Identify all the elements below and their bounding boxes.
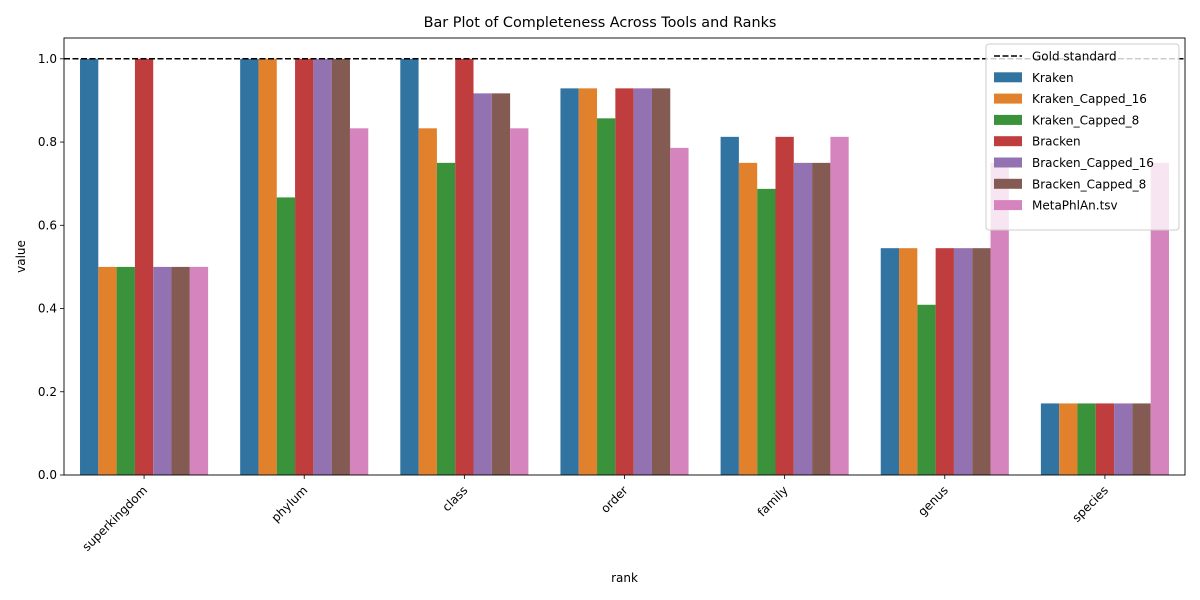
legend-swatch bbox=[994, 136, 1022, 147]
bar-kraken-capped-16-species bbox=[1059, 403, 1078, 475]
bar-kraken-capped-16-genus bbox=[899, 248, 918, 475]
bar-metaphlan-tsv-phylum bbox=[349, 128, 369, 475]
bar-bracken-family bbox=[775, 136, 794, 475]
y-tick-label: 0.4 bbox=[38, 302, 57, 316]
legend-swatch bbox=[994, 72, 1022, 83]
bar-kraken-capped-16-superkingdom bbox=[98, 266, 117, 475]
legend-label: MetaPhlAn.tsv bbox=[1032, 199, 1118, 213]
bar-bracken-order bbox=[615, 88, 634, 476]
bar-kraken-phylum bbox=[240, 58, 259, 476]
x-tick-label: family bbox=[755, 483, 791, 519]
legend-swatch bbox=[994, 157, 1022, 168]
y-tick-label: 1.0 bbox=[38, 52, 57, 66]
x-tick-label: class bbox=[440, 483, 471, 514]
bar-kraken-capped-16-phylum bbox=[258, 58, 277, 476]
bar-bracken-capped-16-superkingdom bbox=[153, 266, 172, 475]
legend-swatch bbox=[994, 93, 1022, 104]
legend-label: Gold standard bbox=[1032, 50, 1117, 64]
bar-bracken-capped-8-superkingdom bbox=[171, 266, 190, 475]
y-tick-label: 0.6 bbox=[38, 218, 57, 232]
legend-label: Kraken_Capped_16 bbox=[1032, 92, 1147, 106]
x-tick-label: genus bbox=[915, 483, 951, 519]
legend-label: Bracken_Capped_8 bbox=[1032, 177, 1146, 191]
x-axis-label: rank bbox=[611, 571, 638, 585]
legend-label: Bracken_Capped_16 bbox=[1032, 156, 1154, 170]
bar-kraken-superkingdom bbox=[80, 58, 99, 476]
bar-bracken-class bbox=[455, 58, 474, 476]
bar-bracken-capped-8-genus bbox=[972, 248, 991, 475]
bar-bracken-phylum bbox=[295, 58, 314, 476]
bar-metaphlan-tsv-family bbox=[830, 136, 849, 475]
bar-metaphlan-tsv-genus bbox=[990, 162, 1009, 475]
legend-swatch bbox=[994, 200, 1022, 211]
legend-box bbox=[985, 43, 1180, 231]
plot-frame bbox=[63, 37, 1186, 476]
bar-kraken-capped-8-class bbox=[436, 162, 456, 475]
bar-kraken-capped-8-superkingdom bbox=[116, 266, 135, 475]
bar-kraken-capped-16-order bbox=[578, 88, 598, 476]
bar-kraken-capped-8-phylum bbox=[276, 197, 296, 476]
bar-bracken-genus bbox=[935, 248, 954, 475]
bar-bracken-capped-16-species bbox=[1114, 403, 1133, 475]
bar-bracken-superkingdom bbox=[134, 58, 154, 476]
bar-metaphlan-tsv-class bbox=[510, 128, 529, 475]
bar-metaphlan-tsv-superkingdom bbox=[189, 266, 209, 475]
bar-bracken-capped-16-order bbox=[633, 88, 652, 476]
bar-bracken-capped-8-class bbox=[491, 93, 511, 475]
bar-kraken-capped-16-class bbox=[418, 128, 437, 475]
bar-bracken-capped-8-species bbox=[1132, 403, 1151, 475]
y-tick-label: 0.8 bbox=[38, 135, 57, 149]
legend-label: Kraken bbox=[1032, 71, 1074, 85]
y-axis-label: value bbox=[14, 240, 28, 273]
legend-label: Bracken bbox=[1032, 135, 1081, 149]
y-tick-label: 0.0 bbox=[38, 468, 57, 482]
legend: Gold standard Kraken Kraken_Capped_16 Krake… bbox=[985, 43, 1180, 231]
legend-label: Kraken_Capped_8 bbox=[1032, 113, 1139, 127]
bar-bracken-capped-8-order bbox=[651, 88, 671, 476]
bar-kraken-capped-8-order bbox=[597, 118, 616, 475]
bar-bracken-capped-16-family bbox=[793, 162, 813, 475]
legend-swatch bbox=[994, 178, 1022, 189]
bar-kraken-family bbox=[720, 136, 739, 475]
legend-swatch bbox=[994, 114, 1022, 125]
x-tick-label: superkingdom bbox=[80, 483, 151, 554]
bar-metaphlan-tsv-species bbox=[1150, 162, 1169, 475]
x-tick-label: phylum bbox=[269, 483, 311, 525]
chart-title: Bar Plot of Completeness Across Tools an… bbox=[424, 15, 777, 31]
bar-bracken-species bbox=[1095, 403, 1115, 475]
bar-bracken-capped-8-phylum bbox=[331, 58, 350, 476]
bar-kraken-capped-8-family bbox=[757, 188, 776, 475]
bar-kraken-species bbox=[1040, 403, 1060, 475]
bar-kraken-capped-16-family bbox=[738, 162, 758, 475]
bar-kraken-order bbox=[560, 88, 579, 476]
bar-kraken-capped-8-genus bbox=[917, 304, 936, 475]
bar-bracken-capped-16-class bbox=[473, 93, 492, 475]
bar-kraken-capped-8-species bbox=[1077, 403, 1096, 475]
x-tick-label: species bbox=[1069, 483, 1111, 525]
bar-kraken-class bbox=[400, 58, 419, 476]
bar-kraken-genus bbox=[880, 248, 900, 475]
bar-bracken-capped-16-phylum bbox=[313, 58, 332, 476]
y-tick-label: 0.2 bbox=[38, 385, 57, 399]
bar-bracken-capped-16-genus bbox=[953, 248, 973, 475]
x-tick-label: order bbox=[598, 483, 631, 516]
bar-metaphlan-tsv-order bbox=[670, 147, 689, 476]
bar-bracken-capped-8-family bbox=[812, 162, 831, 475]
